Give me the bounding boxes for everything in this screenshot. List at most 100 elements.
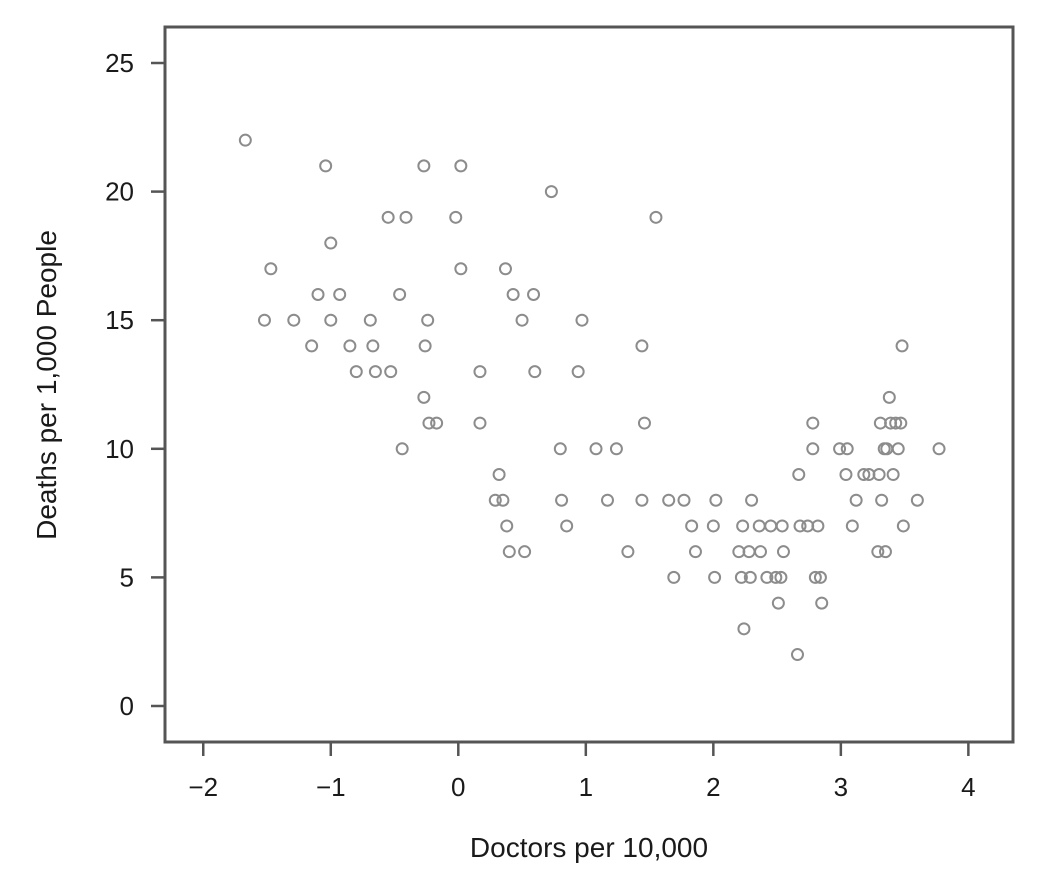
x-axis-title: Doctors per 10,000: [470, 832, 708, 863]
y-tick-label: 0: [120, 691, 134, 721]
data-point: [806, 416, 820, 430]
x-tick-label: 1: [579, 772, 593, 802]
data-point: [305, 339, 319, 353]
data-point: [775, 519, 789, 533]
data-point: [363, 313, 377, 327]
data-point: [637, 416, 651, 430]
data-point: [849, 493, 863, 507]
x-axis: −2 −1 0 1 2 3 4: [188, 742, 976, 802]
data-point: [745, 493, 759, 507]
data-point: [833, 442, 847, 456]
data-point: [319, 159, 333, 173]
data-points: [238, 133, 946, 662]
x-tick-label: 0: [451, 772, 465, 802]
data-point: [571, 365, 585, 379]
data-point: [708, 570, 722, 584]
data-point: [649, 210, 663, 224]
data-point: [399, 210, 413, 224]
data-point: [621, 545, 635, 559]
data-point: [811, 519, 825, 533]
data-point: [287, 313, 301, 327]
data-point: [496, 493, 510, 507]
data-point: [792, 468, 806, 482]
data-point: [492, 468, 506, 482]
data-point: [790, 648, 804, 662]
y-tick-label: 15: [105, 305, 134, 335]
data-point: [600, 493, 614, 507]
data-point: [473, 416, 487, 430]
data-point: [589, 442, 603, 456]
data-point: [422, 416, 436, 430]
y-tick-label: 20: [105, 177, 134, 207]
y-tick-label: 10: [105, 434, 134, 464]
data-point: [667, 570, 681, 584]
data-point: [793, 519, 807, 533]
data-point: [806, 442, 820, 456]
data-point: [553, 442, 567, 456]
data-point: [932, 442, 946, 456]
data-point: [333, 287, 347, 301]
data-point: [760, 570, 774, 584]
data-point: [813, 570, 827, 584]
data-point: [349, 365, 363, 379]
x-tick-label: 3: [834, 772, 848, 802]
data-point: [677, 493, 691, 507]
data-point: [774, 570, 788, 584]
data-point: [454, 159, 468, 173]
x-tick-label: 2: [706, 772, 720, 802]
data-point: [771, 596, 785, 610]
data-point: [518, 545, 532, 559]
plot-frame: [163, 25, 1015, 744]
data-point: [515, 313, 529, 327]
data-point: [527, 287, 541, 301]
data-point: [895, 339, 909, 353]
data-point: [449, 210, 463, 224]
y-tick-label: 25: [105, 48, 134, 78]
data-point: [368, 365, 382, 379]
data-point: [488, 493, 502, 507]
data-point: [473, 365, 487, 379]
data-point: [896, 519, 910, 533]
y-axis-title: Deaths per 1,000 People: [31, 230, 62, 540]
data-point: [544, 185, 558, 199]
x-tick-label: −1: [316, 772, 346, 802]
y-axis: 0 5 10 15 20 25: [105, 48, 165, 721]
data-point: [882, 390, 896, 404]
data-point: [366, 339, 380, 353]
data-point: [421, 313, 435, 327]
x-tick-label: 4: [961, 772, 975, 802]
data-point: [506, 287, 520, 301]
data-point: [736, 519, 750, 533]
data-point: [662, 493, 676, 507]
data-point: [709, 493, 723, 507]
data-point: [889, 416, 903, 430]
data-point: [528, 365, 542, 379]
data-point: [764, 519, 778, 533]
data-point: [430, 416, 444, 430]
data-point: [609, 442, 623, 456]
data-point: [845, 519, 859, 533]
data-point: [500, 519, 514, 533]
data-point: [754, 545, 768, 559]
data-point: [769, 570, 783, 584]
data-point: [840, 442, 854, 456]
data-point: [685, 519, 699, 533]
data-point: [454, 262, 468, 276]
data-point: [418, 339, 432, 353]
data-point: [575, 313, 589, 327]
data-point: [815, 596, 829, 610]
data-point: [910, 493, 924, 507]
data-point: [839, 468, 853, 482]
data-point: [311, 287, 325, 301]
data-point: [393, 287, 407, 301]
data-point: [324, 236, 338, 250]
data-point: [743, 570, 757, 584]
data-point: [886, 468, 900, 482]
data-point: [857, 468, 871, 482]
x-tick-label: −2: [188, 772, 218, 802]
data-point: [808, 570, 822, 584]
data-point: [257, 313, 271, 327]
data-point: [498, 262, 512, 276]
data-point: [417, 390, 431, 404]
